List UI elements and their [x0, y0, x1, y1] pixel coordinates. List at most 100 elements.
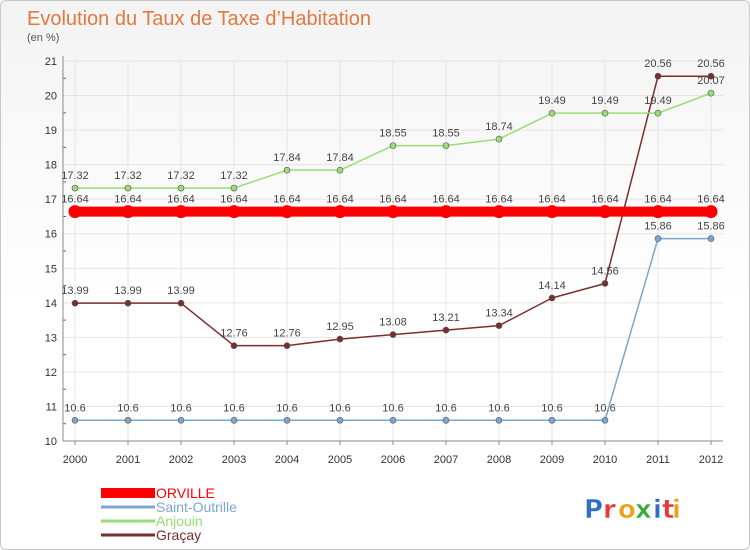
data-point-orville: [545, 205, 559, 219]
data-label-saint-outrille: 10.6: [382, 402, 403, 414]
data-label-gra-ay: 13.08: [379, 317, 407, 329]
data-label-gra-ay: 13.99: [114, 285, 142, 297]
data-label-orville: 16.64: [220, 194, 248, 206]
data-label-orville: 16.64: [432, 194, 460, 206]
x-tick-label: 2009: [540, 454, 564, 466]
y-tick-label: 14: [45, 298, 57, 310]
y-tick-label: 21: [45, 56, 57, 68]
data-label-anjouin: 19.49: [591, 95, 619, 107]
data-point-anjouin: [177, 184, 185, 192]
data-point-saint-outrille: [389, 416, 397, 424]
series-gra-ay: [71, 72, 715, 349]
data-point-orville: [280, 205, 294, 219]
data-point-saint-outrille: [495, 416, 503, 424]
data-point-gra-ay: [389, 331, 397, 338]
data-label-saint-outrille: 10.6: [329, 402, 350, 414]
data-label-anjouin: 17.32: [167, 170, 195, 182]
data-label-orville: 16.64: [61, 194, 89, 206]
data-label-anjouin: 18.74: [485, 121, 513, 133]
data-point-gra-ay: [177, 299, 185, 307]
data-point-anjouin: [548, 109, 556, 117]
data-label-anjouin: 17.84: [326, 152, 354, 164]
data-point-gra-ay: [230, 342, 238, 349]
legend-label-saint-outrille: Saint-Outrille: [156, 499, 237, 515]
data-label-orville: 16.64: [485, 194, 513, 206]
y-tick-label: 12: [45, 367, 57, 379]
data-label-anjouin: 17.32: [220, 170, 248, 182]
x-tick-label: 2001: [116, 454, 140, 466]
data-point-gra-ay: [495, 322, 503, 329]
series-anjouin: [71, 89, 715, 192]
data-point-orville: [492, 205, 506, 219]
data-label-anjouin: 19.49: [538, 95, 566, 107]
logo-letter: t: [662, 495, 674, 525]
data-point-orville: [68, 205, 82, 219]
data-label-saint-outrille: 10.6: [435, 402, 456, 414]
data-point-saint-outrille: [177, 416, 185, 424]
data-label-anjouin: 19.49: [644, 95, 672, 107]
data-label-gra-ay: 13.99: [167, 285, 195, 297]
data-point-saint-outrille: [124, 416, 132, 424]
data-point-orville: [333, 205, 347, 219]
data-point-gra-ay: [442, 326, 450, 334]
y-tick-label: 10: [45, 436, 57, 448]
data-label-gra-ay: 20.56: [697, 58, 725, 70]
data-point-gra-ay: [71, 299, 79, 307]
legend-swatch-anjouin: [101, 519, 155, 523]
legend-label-orville: ORVILLE: [156, 485, 215, 501]
data-point-anjouin: [336, 166, 344, 174]
data-point-gra-ay: [124, 299, 132, 307]
legend-label-gra-ay: Graçay: [156, 527, 201, 543]
grid: [63, 60, 723, 442]
data-point-saint-outrille: [548, 416, 556, 424]
data-point-orville: [121, 205, 135, 219]
logo-letter: x: [635, 495, 652, 525]
logo-letter: r: [603, 495, 616, 525]
data-point-gra-ay: [548, 294, 556, 302]
legend-swatch-saint-outrille: [101, 505, 155, 509]
data-point-anjouin: [654, 109, 662, 117]
x-tick-label: 2003: [222, 454, 246, 466]
data-label-saint-outrille: 10.6: [594, 402, 615, 414]
series-layer: [68, 72, 718, 424]
y-tick-label: 17: [45, 194, 57, 206]
data-point-saint-outrille: [283, 416, 291, 424]
logo-letter: o: [618, 495, 636, 525]
data-label-saint-outrille: 15.86: [697, 221, 725, 233]
x-tick-label: 2010: [593, 454, 617, 466]
data-label-saint-outrille: 10.6: [541, 402, 562, 414]
y-tick-label: 18: [45, 160, 57, 172]
y-tick-label: 20: [45, 91, 57, 103]
data-label-gra-ay: 14.56: [591, 265, 619, 277]
data-point-gra-ay: [336, 335, 344, 343]
data-label-gra-ay: 13.34: [485, 308, 513, 320]
data-label-gra-ay: 12.76: [273, 328, 301, 340]
data-label-saint-outrille: 10.6: [488, 402, 509, 414]
data-point-orville: [227, 205, 241, 219]
data-label-anjouin: 17.32: [114, 170, 142, 182]
series-orville: [68, 205, 718, 219]
data-label-gra-ay: 20.56: [644, 58, 672, 70]
legend-swatch-orville: [101, 488, 155, 498]
data-label-anjouin: 20.07: [697, 75, 725, 87]
data-point-gra-ay: [654, 72, 662, 80]
data-label-gra-ay: 14.14: [538, 280, 566, 292]
data-label-orville: 16.64: [538, 194, 566, 206]
data-point-anjouin: [601, 109, 609, 117]
data-label-orville: 16.64: [591, 194, 619, 206]
data-point-gra-ay: [601, 280, 609, 287]
data-label-gra-ay: 12.76: [220, 328, 248, 340]
y-tick-label: 19: [45, 125, 57, 137]
data-point-saint-outrille: [71, 416, 79, 424]
y-tick-label: 15: [45, 263, 57, 275]
data-label-orville: 16.64: [273, 194, 301, 206]
data-label-orville: 16.64: [644, 194, 672, 206]
data-label-saint-outrille: 10.6: [170, 402, 191, 414]
logo-letter: P: [584, 495, 603, 525]
chart-title: Evolution du Taux de Taxe d’Habitation: [27, 8, 371, 30]
data-point-saint-outrille: [336, 416, 344, 424]
data-label-orville: 16.64: [114, 194, 142, 206]
